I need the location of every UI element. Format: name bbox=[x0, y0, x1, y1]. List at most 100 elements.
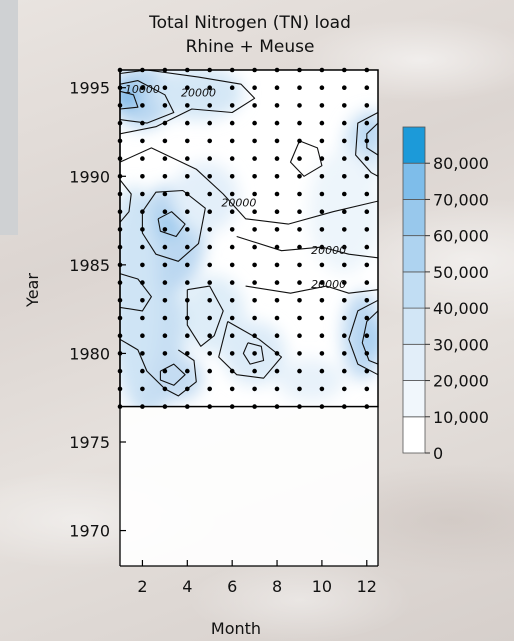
sample-point-197 bbox=[229, 120, 235, 126]
contour-line-14 bbox=[120, 338, 197, 397]
sample-point-217 bbox=[140, 85, 145, 90]
sample-point-160 bbox=[207, 174, 212, 179]
sample-point-128 bbox=[297, 227, 302, 232]
contour-label-4: 20000 bbox=[311, 278, 346, 291]
sample-point-55 bbox=[274, 333, 280, 339]
sample-point-90 bbox=[252, 280, 257, 285]
colorbar-label-5: 50,000 bbox=[433, 263, 489, 282]
sample-point-187 bbox=[274, 138, 280, 144]
sample-point-129 bbox=[319, 227, 325, 232]
sample-point-152 bbox=[297, 191, 302, 197]
x-tick-label-1: 4 bbox=[182, 577, 192, 596]
sample-point-143 bbox=[364, 209, 370, 214]
sample-point-193 bbox=[140, 120, 145, 126]
heat-blob-15 bbox=[171, 162, 239, 233]
sample-point-199 bbox=[274, 120, 280, 126]
sample-point-113 bbox=[229, 244, 235, 250]
sample-point-153 bbox=[319, 191, 325, 197]
x-tick-label-0: 2 bbox=[137, 577, 147, 596]
sample-point-27 bbox=[185, 368, 190, 374]
x-axis-ticks: 2 4 6 8 10 12 bbox=[137, 560, 377, 596]
sample-point-219 bbox=[185, 85, 190, 90]
sample-point-75 bbox=[185, 298, 190, 303]
sample-point-177 bbox=[319, 156, 325, 161]
contour-line-2 bbox=[120, 90, 139, 110]
sample-point-139 bbox=[274, 209, 280, 214]
sample-point-58 bbox=[342, 333, 347, 339]
contour-line-10 bbox=[218, 321, 283, 379]
heat-blob-13 bbox=[357, 110, 378, 154]
sample-point-33 bbox=[319, 368, 325, 374]
sample-point-19 bbox=[274, 386, 280, 392]
sample-point-172 bbox=[207, 156, 212, 161]
sample-point-118 bbox=[342, 244, 347, 250]
sample-point-85 bbox=[140, 280, 145, 285]
sample-point-59 bbox=[364, 333, 370, 339]
colorbar-label-3: 30,000 bbox=[433, 335, 489, 354]
sample-point-91 bbox=[274, 280, 280, 285]
sample-point-29 bbox=[229, 368, 235, 374]
sample-point-23 bbox=[364, 386, 370, 392]
sample-point-52 bbox=[207, 333, 212, 339]
sample-point-119 bbox=[364, 244, 370, 250]
sample-point-41 bbox=[229, 351, 235, 356]
sample-point-207 bbox=[185, 103, 190, 108]
contour-label-0: 10000 bbox=[125, 83, 160, 96]
sample-point-145 bbox=[140, 191, 145, 197]
sample-point-107 bbox=[364, 262, 370, 268]
sample-point-159 bbox=[185, 174, 190, 179]
sample-point-222 bbox=[252, 85, 257, 90]
colorbar-segment-6 bbox=[402, 198, 426, 236]
sample-point-51 bbox=[185, 333, 190, 339]
sample-point-176 bbox=[297, 156, 302, 161]
sample-point-218 bbox=[162, 85, 168, 90]
sample-point-99 bbox=[185, 262, 190, 268]
sample-point-73 bbox=[140, 298, 145, 303]
contour-line-9 bbox=[120, 273, 152, 312]
sample-point-94 bbox=[342, 280, 347, 285]
sample-point-220 bbox=[207, 85, 212, 90]
sample-point-21 bbox=[319, 386, 325, 392]
sample-point-206 bbox=[162, 103, 168, 108]
sample-point-64 bbox=[207, 315, 212, 321]
sample-point-45 bbox=[319, 351, 325, 356]
y-tick-label-5: 1995 bbox=[69, 79, 110, 98]
sample-point-185 bbox=[229, 138, 235, 144]
sample-point-35 bbox=[364, 368, 370, 374]
sample-point-22 bbox=[342, 386, 347, 392]
sample-point-175 bbox=[274, 156, 280, 161]
sample-point-166 bbox=[342, 174, 347, 179]
sample-point-215 bbox=[364, 103, 370, 108]
sample-point-189 bbox=[319, 138, 325, 144]
sample-point-42 bbox=[252, 351, 257, 356]
sample-point-195 bbox=[185, 120, 190, 126]
colorbar-label-6: 60,000 bbox=[433, 227, 489, 246]
sample-point-98 bbox=[162, 262, 168, 268]
sample-point-62 bbox=[162, 315, 168, 321]
contour-line-12 bbox=[348, 299, 378, 376]
heat-blob-11 bbox=[362, 318, 378, 361]
sample-point-126 bbox=[252, 227, 257, 232]
x-tick-label-4: 10 bbox=[312, 577, 332, 596]
sample-point-210 bbox=[252, 103, 257, 108]
y-axis-ticks: 1970 1975 1980 1985 1990 1995 bbox=[69, 79, 126, 541]
y-tick-label-3: 1985 bbox=[69, 256, 110, 275]
sample-point-95 bbox=[364, 280, 370, 285]
sample-point-146 bbox=[162, 191, 168, 197]
sample-point-221 bbox=[229, 85, 235, 90]
contour-line-16 bbox=[289, 140, 323, 177]
sample-point-89 bbox=[229, 280, 235, 285]
colorbar: 0 10,000 20,000 30,000 40,000 50,000 60,000 70,… bbox=[402, 126, 489, 463]
sample-point-123 bbox=[185, 227, 190, 232]
sample-point-130 bbox=[342, 227, 347, 232]
sample-point-125 bbox=[229, 227, 235, 232]
sample-point-111 bbox=[185, 244, 190, 250]
sample-point-182 bbox=[162, 138, 168, 144]
sample-point-167 bbox=[364, 174, 370, 179]
colorbar-label-2: 20,000 bbox=[433, 372, 489, 391]
sample-point-77 bbox=[229, 298, 235, 303]
sample-point-92 bbox=[297, 280, 302, 285]
colorbar-segment-7 bbox=[402, 162, 426, 200]
contour-line-3 bbox=[120, 147, 378, 225]
